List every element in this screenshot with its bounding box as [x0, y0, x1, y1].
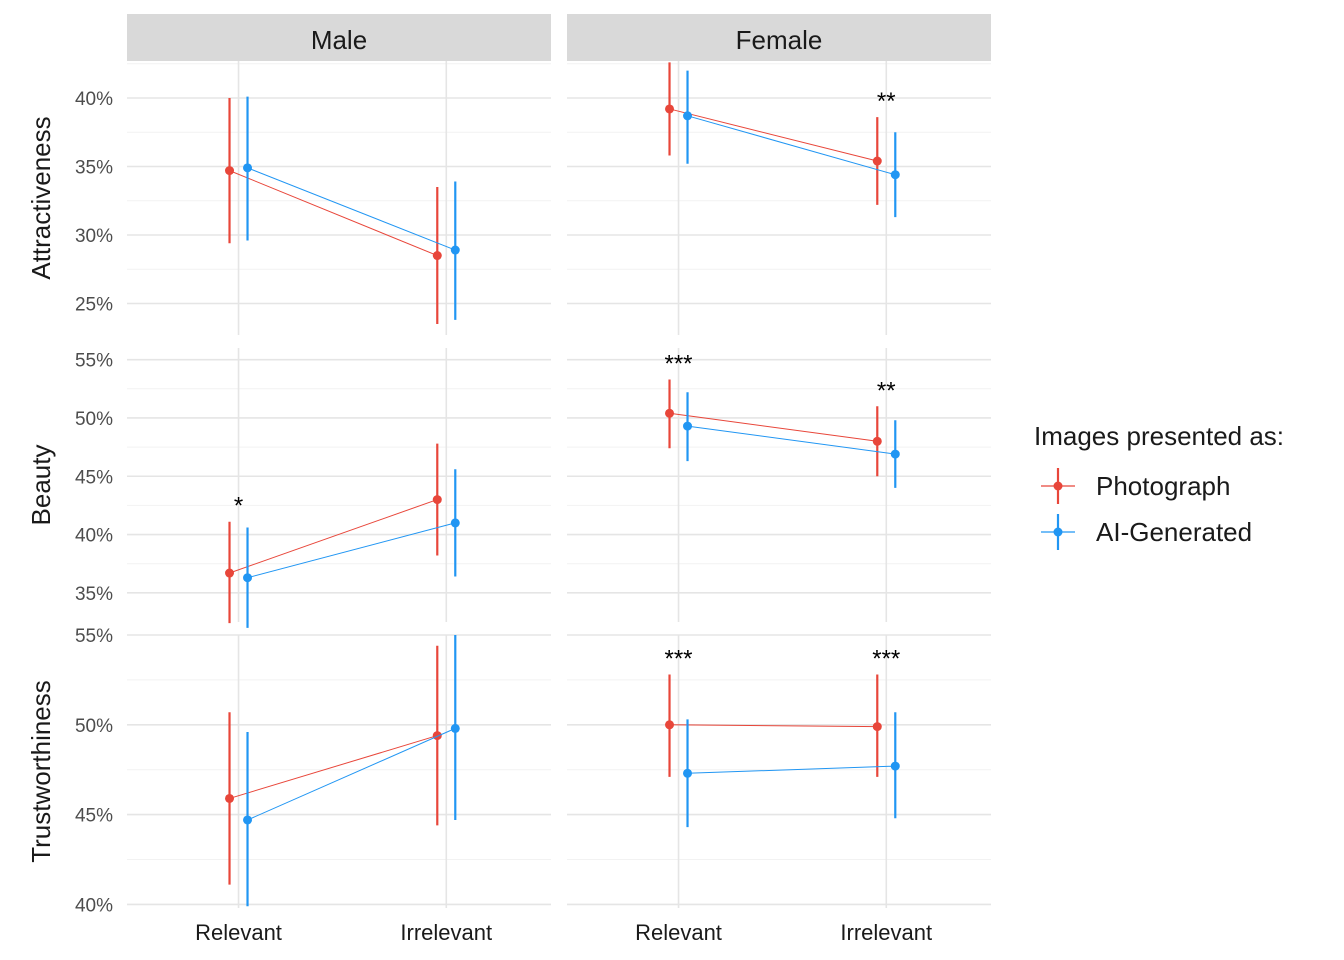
panel-female-trustworthiness: *** *** [567, 634, 991, 908]
y-axis-label-beauty: Beauty [26, 445, 56, 526]
y-axis-label-trustworthiness: Trustworthiness [26, 680, 56, 863]
plot-panels: Male Female Attractiveness 25% 30% 35% 40% ** Be… [26, 14, 991, 945]
data-point-photograph [665, 720, 675, 730]
data-point-ai-generated [450, 245, 460, 255]
y-tick-label: 45% [75, 806, 113, 827]
x-tick-label-irrelevant: Irrelevant [400, 920, 492, 945]
series-line-photograph [669, 724, 878, 728]
y-tick-label: 25% [75, 294, 113, 315]
data-point-photograph [665, 408, 675, 418]
facet-strip-label-male: Male [311, 25, 367, 55]
series-line-ai-generated [687, 425, 896, 455]
y-tick-label: 35% [75, 584, 113, 605]
series-line-photograph [669, 412, 878, 442]
y-tick-label: 40% [75, 895, 113, 916]
series-line-ai-generated [247, 727, 456, 821]
data-point-ai-generated [890, 761, 900, 771]
panel-male-trustworthiness [127, 634, 551, 908]
data-point-photograph [432, 731, 442, 741]
panel-male-beauty: * [127, 348, 551, 628]
data-point-ai-generated [450, 723, 460, 733]
y-tick-label: 35% [75, 157, 113, 178]
series-line-photograph [229, 170, 438, 257]
panel-male-attractiveness [127, 61, 551, 335]
significance-marker: *** [872, 646, 900, 673]
significance-marker: *** [665, 646, 693, 673]
data-point-ai-generated [890, 170, 900, 180]
series-line-photograph [229, 735, 438, 799]
data-point-photograph [872, 156, 882, 166]
data-point-photograph [225, 793, 235, 803]
y-tick-label: 45% [75, 467, 113, 488]
y-tick-label: 55% [75, 351, 113, 372]
y-tick-label: 30% [75, 226, 113, 247]
data-point-ai-generated [683, 421, 693, 431]
y-tick-label: 50% [75, 409, 113, 430]
data-point-ai-generated [683, 768, 693, 778]
data-point-ai-generated [890, 449, 900, 459]
data-point-photograph [225, 568, 235, 578]
y-tick-label: 55% [75, 626, 113, 647]
data-point-photograph [225, 166, 235, 176]
significance-marker: *** [665, 350, 693, 377]
significance-marker: * [234, 493, 243, 520]
facet-strip-label-female: Female [736, 25, 823, 55]
facet-strip-female [567, 14, 991, 61]
series-line-ai-generated [247, 522, 456, 579]
series-line-photograph [229, 499, 438, 574]
data-point-photograph [432, 495, 442, 505]
data-point-ai-generated [450, 518, 460, 528]
y-tick-label: 50% [75, 716, 113, 737]
data-point-ai-generated [683, 111, 693, 121]
legend-title: Images presented as: [1034, 421, 1284, 451]
data-point-ai-generated [243, 573, 253, 583]
panel-female-attractiveness: ** [567, 61, 991, 335]
x-tick-label-irrelevant: Irrelevant [840, 920, 932, 945]
x-tick-label-relevant: Relevant [635, 920, 722, 945]
data-point-ai-generated [243, 163, 253, 173]
significance-marker: ** [877, 88, 896, 115]
legend-label-photograph: Photograph [1096, 471, 1230, 501]
legend-key-photograph [1041, 468, 1075, 504]
x-tick-label-relevant: Relevant [195, 920, 282, 945]
significance-marker: ** [877, 377, 896, 404]
panel-female-beauty: ***** [567, 348, 991, 622]
series-line-ai-generated [687, 115, 896, 176]
y-axis-label-attractiveness: Attractiveness [26, 116, 56, 279]
data-point-photograph [665, 104, 675, 114]
data-point-photograph [432, 251, 442, 261]
y-tick-label: 40% [75, 526, 113, 547]
series-line-ai-generated [687, 765, 896, 774]
legend-label-ai-generated: AI-Generated [1096, 517, 1252, 547]
data-point-photograph [872, 722, 882, 732]
legend-key-ai-generated [1041, 514, 1075, 550]
series-line-ai-generated [247, 167, 456, 251]
data-point-photograph [872, 436, 882, 446]
facet-strip-male [127, 14, 551, 61]
data-point-ai-generated [243, 815, 253, 825]
series-line-photograph [669, 108, 878, 162]
legend: Images presented as: Photograph AI-Gener… [1034, 421, 1284, 550]
y-tick-label: 40% [75, 89, 113, 110]
